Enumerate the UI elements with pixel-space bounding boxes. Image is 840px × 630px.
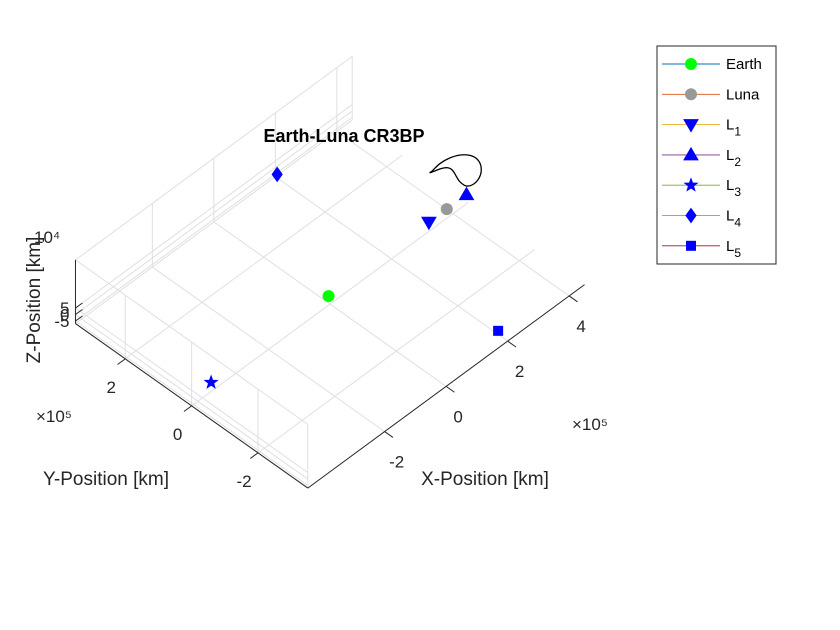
grid-line <box>75 307 309 473</box>
earth-marker <box>322 290 335 303</box>
x-tick-label: 4 <box>576 317 585 336</box>
grid-line <box>257 248 536 454</box>
legend-marker-l4 <box>685 207 697 224</box>
y-axis-label: Y-Position [km] <box>43 469 169 490</box>
x-tick-labels: -2 0 2 4 <box>389 317 586 472</box>
grid-line <box>75 314 309 480</box>
legend-label-earth: Earth <box>726 56 762 73</box>
legend-marker-l2 <box>683 146 699 161</box>
y-tick-mark <box>117 358 126 365</box>
x-tick-mark <box>384 431 394 438</box>
z-axis-exponent: 10⁴ <box>34 228 60 247</box>
orbit-layer <box>429 154 482 187</box>
z-tick-labels: -505 <box>54 299 69 331</box>
x-tick-label: -2 <box>389 453 404 472</box>
legend-label-l2: L2 <box>726 147 741 169</box>
z-axis-label: Z-Position [km] <box>24 237 45 364</box>
y-tick-label: -2 <box>236 472 251 491</box>
box-edge <box>75 119 353 324</box>
l2-marker <box>458 186 475 201</box>
grid-line <box>75 320 309 486</box>
legend-label-l5: L5 <box>726 238 741 260</box>
y-tick-label: 2 <box>107 378 116 397</box>
legend-marker-l1 <box>683 119 699 133</box>
z-tick-label: -5 <box>54 312 69 331</box>
box-edge <box>75 56 353 261</box>
legend-label-l1: L1 <box>726 117 741 139</box>
x-tick-mark <box>568 295 578 303</box>
y-axis-exponent: ×10⁵ <box>36 407 72 426</box>
x-tick-mark <box>445 385 455 393</box>
x-tick-label: 2 <box>515 362 524 381</box>
y-tick-label: 0 <box>173 425 182 444</box>
y-tick-mark <box>183 405 192 412</box>
plot-axes <box>74 259 585 489</box>
legend-label-l3: L3 <box>726 177 741 199</box>
grid-line <box>124 154 403 360</box>
luna-marker <box>440 203 453 216</box>
box-edge <box>75 259 309 425</box>
marker-layer <box>203 166 504 389</box>
y-tick-mark <box>250 452 259 459</box>
legend-marker-earth <box>685 58 697 70</box>
l5-marker <box>493 325 504 336</box>
x-axis-exponent: ×10⁵ <box>572 415 608 434</box>
y-tick-labels: -2 0 2 <box>107 378 252 491</box>
x-tick-label: 0 <box>453 407 462 426</box>
x-axis-line <box>307 284 585 489</box>
l3-marker <box>203 374 219 389</box>
z-tick-mark <box>75 309 83 315</box>
legend-marker-l5 <box>686 240 696 251</box>
orbit-trajectory <box>429 154 482 187</box>
grid-line <box>75 110 353 315</box>
z-tick-mark <box>75 302 83 309</box>
plot-grid <box>74 56 570 489</box>
x-axis-label: X-Position [km] <box>421 469 549 490</box>
z-tick-mark <box>75 315 83 322</box>
grid-line <box>75 104 353 309</box>
l1-marker <box>421 216 437 231</box>
legend: Earth Luna L1 L2 L3 L4 L5 <box>656 45 777 265</box>
l4-marker <box>271 166 283 183</box>
grid-line <box>191 201 469 407</box>
grid-line <box>75 117 353 322</box>
legend-marker-l3 <box>683 177 699 192</box>
z-tick-label: 0 <box>60 305 69 324</box>
legend-label-luna: Luna <box>726 86 760 103</box>
legend-marker-luna <box>685 88 697 101</box>
x-tick-mark <box>507 340 517 348</box>
legend-items: Earth Luna L1 L2 L3 L4 L5 <box>662 56 762 260</box>
z-tick-label: 5 <box>60 299 69 318</box>
chart-title: Earth-Luna CR3BP <box>263 126 424 146</box>
legend-label-l4: L4 <box>726 208 741 230</box>
